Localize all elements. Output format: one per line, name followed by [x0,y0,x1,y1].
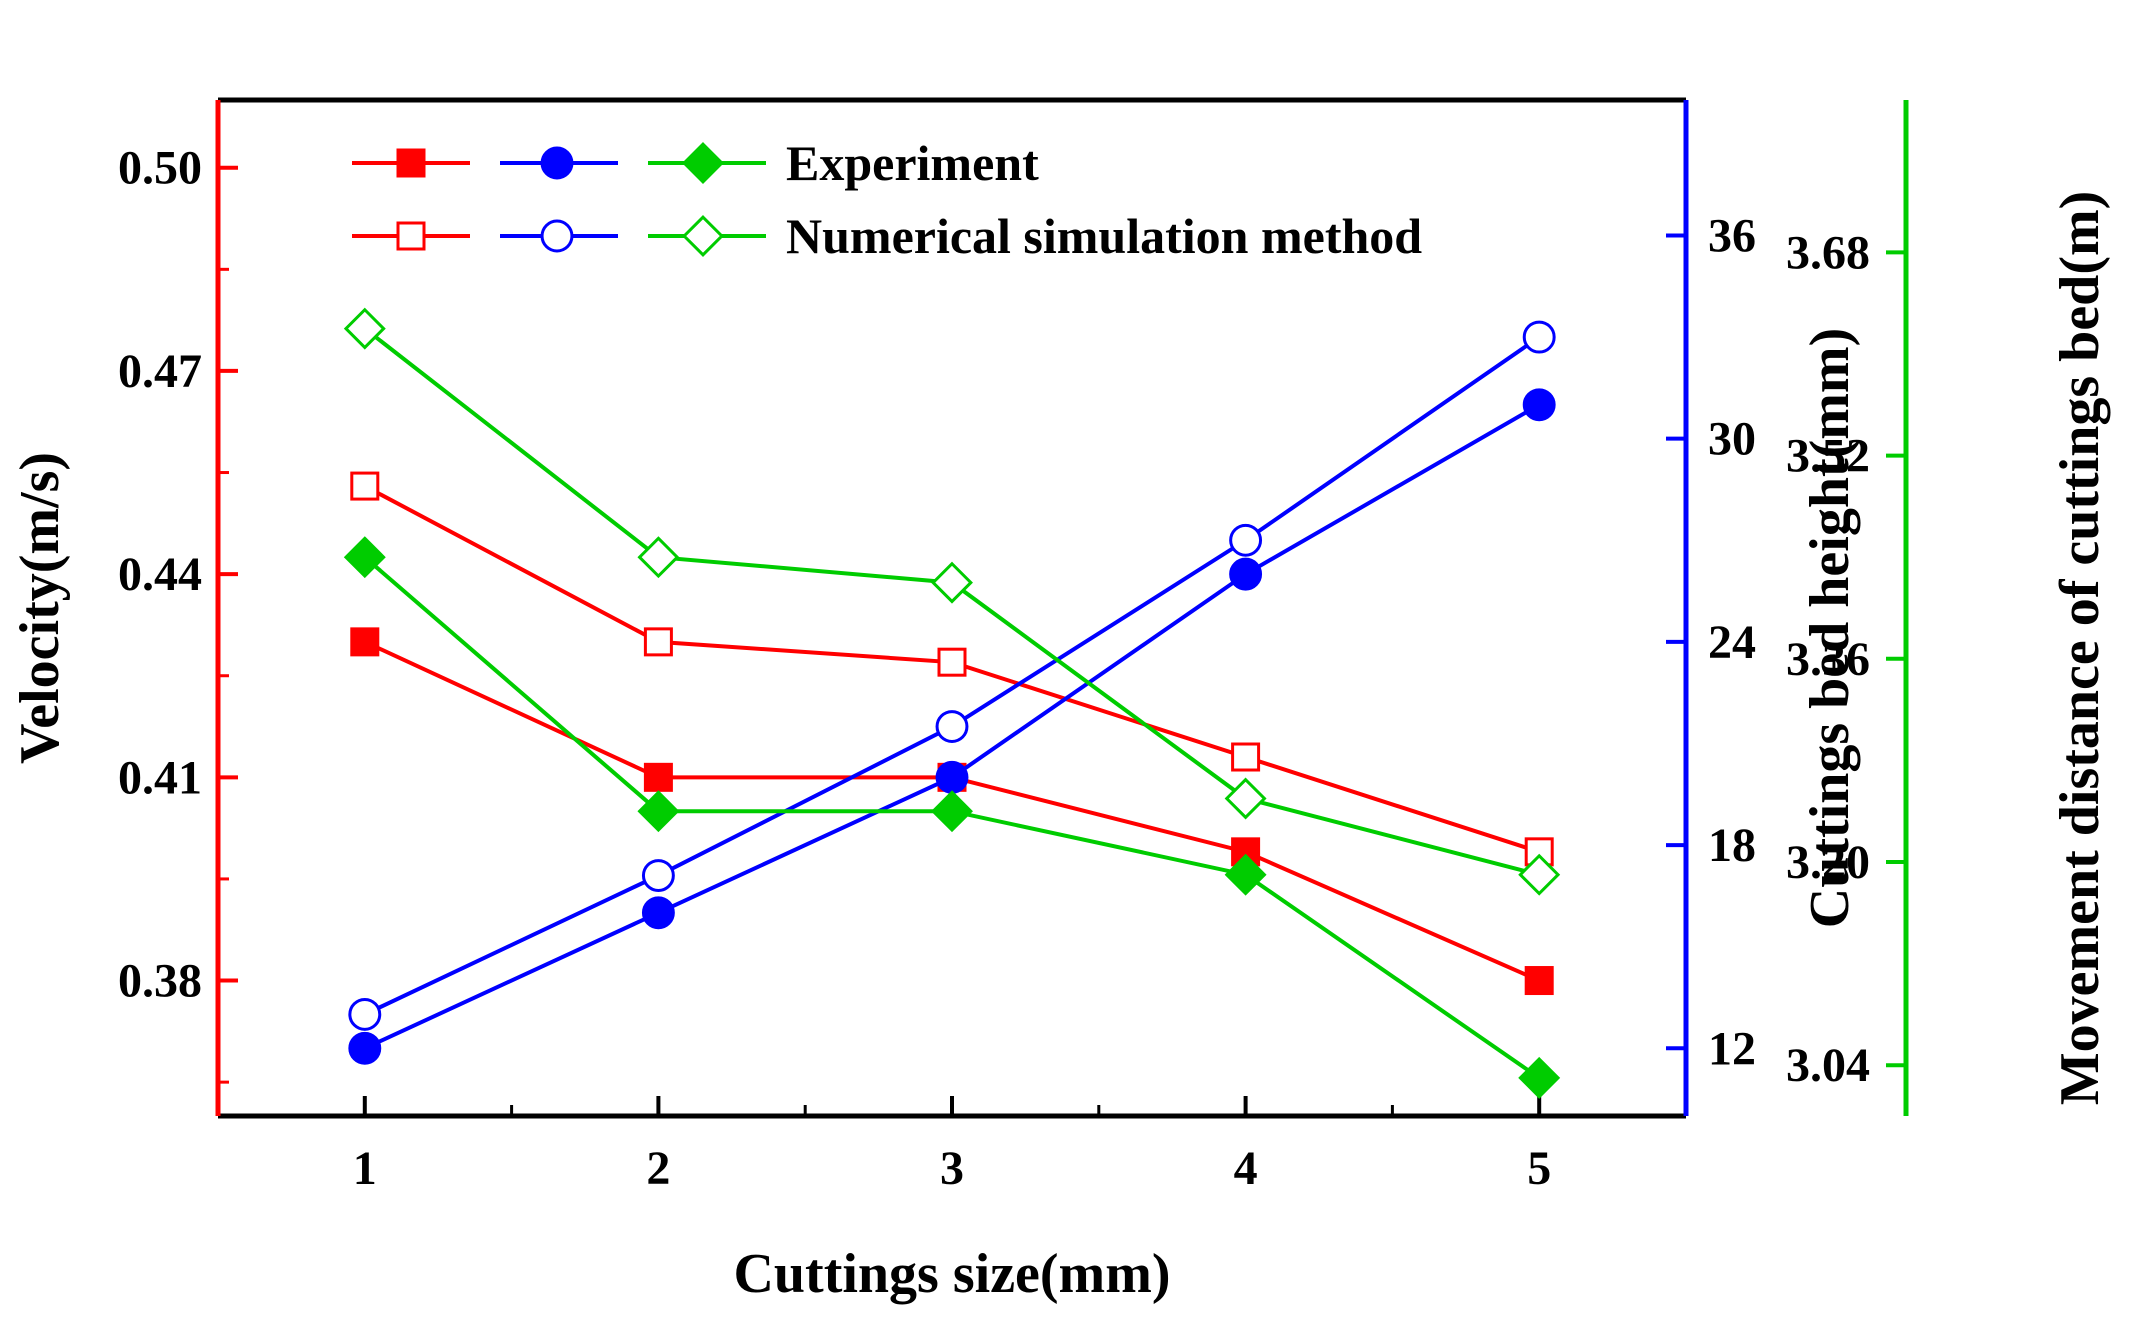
data-point [1524,966,1554,996]
legend-label: Experiment [786,135,1039,191]
data-point [343,536,386,579]
x-axis-title: Cuttings size(mm) [733,1243,1170,1305]
y-tick-label-movement-distance: 3.52 [1786,430,1870,483]
y-tick-label-bed-height: 12 [1708,1022,1756,1075]
data-point [1231,742,1261,772]
legend-item: Experiment [352,135,1039,191]
legend-marker [682,142,724,184]
y-tick-label-bed-height: 18 [1708,819,1756,872]
y-tick-label-velocity: 0.50 [118,142,202,195]
x-tick-label: 4 [1234,1142,1258,1195]
y-tick-label-velocity: 0.44 [118,548,202,601]
data-point [350,471,380,501]
series-cuttings-bed-height-simulation [348,320,1556,1031]
data-point [937,647,967,677]
data-point [1229,523,1263,557]
data-point [1518,1056,1561,1099]
data-point [1518,853,1561,896]
data-point [637,790,680,833]
x-tick-label: 3 [940,1142,964,1195]
legend-marker [682,215,724,257]
data-point [1229,557,1263,591]
y-tick-label-velocity: 0.41 [118,751,202,804]
legend-marker [540,146,574,180]
data-point [348,1031,382,1065]
data-point [1224,777,1267,820]
data-point [1522,320,1556,354]
x-tick-label: 1 [353,1142,377,1195]
data-point [643,762,673,792]
y-tick-label-velocity: 0.47 [118,345,202,398]
series-layer [343,307,1561,1099]
y-tick-label-bed-height: 36 [1708,209,1756,262]
legend-marker [396,221,426,251]
data-point [641,896,675,930]
y-axis-title-velocity: Velocity(m/s) [9,452,71,764]
y-tick-label-movement-distance: 3.20 [1786,836,1870,889]
legend: Experiment Numerical simulation method [352,135,1422,264]
legend-label: Numerical simulation method [786,208,1422,264]
x-tick-label: 2 [646,1142,670,1195]
series-movement-distance-simulation [343,307,1561,896]
y-tick-label-bed-height: 24 [1708,616,1756,669]
data-point [931,561,973,604]
y-axis-title-bed-height: Cuttings bed height(mm) [1799,328,1861,928]
y-tick-label-movement-distance: 3.04 [1786,1039,1870,1092]
legend-marker [540,219,574,253]
y-tick-label-movement-distance: 3.68 [1786,226,1870,279]
legend-marker [396,148,426,178]
axes-layer: 1 2 3 4 50.380.410.440.470.5012182430363.043… [118,97,1909,1195]
data-point [1522,388,1556,422]
y-tick-label-velocity: 0.38 [118,955,202,1008]
data-point [637,536,680,579]
data-point [935,710,969,743]
x-tick-label: 5 [1527,1142,1551,1195]
data-point [343,307,386,350]
y-tick-label-bed-height: 30 [1708,413,1756,466]
series-movement-distance-experiment [343,536,1561,1099]
series-cuttings-bed-height-experiment [348,388,1556,1065]
legend-item: Numerical simulation method [352,208,1422,264]
series-velocity-simulation [350,471,1554,867]
data-point [348,997,382,1031]
data-point [643,627,673,657]
data-point [931,790,973,833]
data-point [641,859,675,892]
data-point [1224,853,1267,896]
y-axis-title-movement-distance: Movement distance of cuttings bed(m) [2049,191,2111,1106]
data-point [935,760,969,794]
data-point [350,627,380,657]
y-tick-label-movement-distance: 3.36 [1786,633,1870,686]
